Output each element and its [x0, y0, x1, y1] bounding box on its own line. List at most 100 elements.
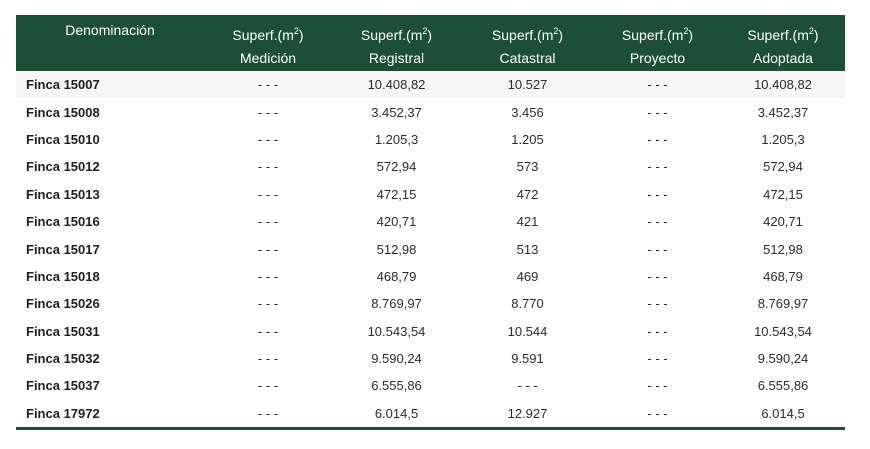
- header-superf-adoptada: Superf.(m2): [721, 15, 845, 44]
- cell-registral: 6.555,86: [371, 378, 422, 394]
- superf-label: Superf.(m: [621, 27, 684, 43]
- cell-name: Finca 15032: [26, 351, 100, 367]
- cell-adoptada: 472,15: [763, 186, 803, 202]
- cell-adoptada: 8.769,97: [757, 296, 809, 312]
- cell-name: Finca 15037: [26, 378, 100, 394]
- cell-catastral: 10.544: [507, 323, 548, 339]
- cell-medicion: - - -: [204, 71, 332, 99]
- cell-name: Finca 15007: [16, 71, 204, 99]
- cell-proyecto: - - -: [647, 351, 668, 367]
- header-superf-medicion: Superf.(m2): [204, 15, 332, 44]
- table-row: Finca 15008 - - - 3.452,37 3.456 - - - 3.452,…: [16, 98, 845, 125]
- cell-name: Finca 15008: [26, 104, 100, 120]
- table-row: Finca 15013 - - - 472,15 472 - - - 472,15: [16, 181, 845, 208]
- table-row: Finca 15007- - -10.408,82 10.527- - -10.4…: [16, 71, 845, 99]
- cell-catastral: 421: [516, 214, 539, 230]
- cell-name: Finca 15018: [26, 268, 100, 284]
- cell-adoptada: 9.590,24: [757, 351, 809, 367]
- cell-medicion: - - -: [257, 186, 279, 202]
- parcel-surface-table-container: Denominación Superf.(m2) Superf.(m2) Sup…: [16, 15, 845, 427]
- table-header: Denominación Superf.(m2) Superf.(m2) Sup…: [16, 15, 845, 71]
- cell-medicion: - - -: [257, 104, 279, 120]
- cell-registral: 10.408,82: [332, 71, 461, 99]
- cell-proyecto: - - -: [647, 296, 668, 312]
- superf-label: Superf.(m: [491, 27, 554, 43]
- table-row: Finca 15010 - - - 1.205,3 1.205 - - - 1.205,3: [16, 126, 845, 153]
- cell-registral: 6.014,5: [374, 405, 419, 421]
- cell-registral: 468,79: [376, 268, 417, 284]
- cell-catastral: 513: [516, 241, 539, 257]
- cell-name: Finca 15017: [26, 241, 100, 257]
- cell-catastral: 469: [516, 268, 539, 284]
- cell-registral: 472,15: [376, 186, 417, 202]
- table-bottom-rule: [16, 427, 845, 430]
- cell-proyecto: - - -: [647, 241, 668, 257]
- cell-adoptada: 420,71: [763, 214, 803, 230]
- cell-registral: 572,94: [376, 159, 417, 175]
- cell-medicion: - - -: [257, 323, 279, 339]
- cell-catastral: 573: [516, 159, 539, 175]
- cell-adoptada: 3.452,37: [757, 104, 809, 120]
- cell-proyecto: - - -: [647, 104, 668, 120]
- cell-name: Finca 15012: [26, 159, 100, 175]
- superf-exponent: 2: [422, 26, 428, 36]
- cell-name: Finca 15031: [26, 323, 100, 339]
- header-blank: [16, 44, 204, 71]
- cell-adoptada: 468,79: [763, 268, 803, 284]
- cell-registral: 512,98: [376, 241, 417, 257]
- header-superf-proyecto: Superf.(m2): [594, 15, 721, 44]
- cell-medicion: - - -: [257, 378, 279, 394]
- cell-registral: 3.452,37: [371, 104, 422, 120]
- table-body: Finca 15007- - -10.408,82 10.527- - -10.4…: [16, 71, 845, 427]
- cell-registral: 10.543,54: [367, 323, 426, 339]
- cell-catastral: 3.456: [511, 104, 544, 120]
- table-row: Finca 15037 - - - 6.555,86 - - - - - - 6.555,…: [16, 372, 845, 399]
- cell-medicion: - - -: [257, 405, 279, 421]
- cell-catastral: 472: [516, 186, 539, 202]
- superf-close: ): [558, 27, 564, 43]
- header-catastral: Catastral: [461, 44, 594, 71]
- cell-registral: 420,71: [376, 214, 417, 230]
- cell-medicion: - - -: [257, 268, 279, 284]
- cell-catastral: 10.527: [461, 71, 594, 99]
- table-row: Finca 15032 - - - 9.590,24 9.591 - - - 9.590,…: [16, 345, 845, 372]
- superf-exponent: 2: [683, 26, 689, 36]
- cell-name: Finca 15010: [26, 131, 100, 147]
- table-row: Finca 15012 - - - 572,94 573 - - - 572,94: [16, 153, 845, 180]
- cell-proyecto: - - -: [647, 159, 668, 175]
- table-row: Finca 15026 - - - 8.769,97 8.770 - - - 8.769,…: [16, 290, 845, 317]
- table-row: Finca 15016 - - - 420,71 421 - - - 420,71: [16, 208, 845, 235]
- cell-catastral: 12.927: [507, 405, 548, 421]
- cell-name: Finca 17972: [26, 405, 100, 421]
- header-registral: Registral: [332, 44, 461, 71]
- cell-registral: 9.590,24: [371, 351, 422, 367]
- cell-proyecto: - - -: [647, 131, 668, 147]
- cell-medicion: - - -: [257, 214, 279, 230]
- cell-medicion: - - -: [257, 241, 279, 257]
- header-medicion: Medición: [204, 44, 332, 71]
- cell-adoptada: 6.555,86: [757, 378, 809, 394]
- cell-catastral: 9.591: [511, 351, 544, 367]
- cell-adoptada: 6.014,5: [761, 405, 805, 421]
- table-row: Finca 15031 - - - 10.543,54 10.544 - - - 10.5…: [16, 318, 845, 345]
- cell-proyecto: - - -: [647, 405, 668, 421]
- header-row-bottom: Medición Registral Catastral Proyecto Ad…: [16, 44, 845, 71]
- header-denominacion: Denominación: [16, 15, 204, 44]
- cell-adoptada: 1.205,3: [761, 131, 805, 147]
- cell-adoptada: 10.543,54: [754, 323, 812, 339]
- cell-catastral: 8.770: [511, 296, 544, 312]
- cell-adoptada: 572,94: [763, 159, 803, 175]
- cell-registral: 1.205,3: [374, 131, 419, 147]
- header-adoptada: Adoptada: [721, 44, 845, 71]
- cell-proyecto: - - -: [647, 378, 668, 394]
- superf-exponent: 2: [553, 26, 559, 36]
- header-proyecto: Proyecto: [594, 44, 721, 71]
- cell-medicion: - - -: [257, 296, 279, 312]
- header-row-top: Denominación Superf.(m2) Superf.(m2) Sup…: [16, 15, 845, 44]
- superf-label: Superf.(m: [232, 27, 294, 43]
- cell-medicion: - - -: [257, 159, 279, 175]
- superf-exponent: 2: [293, 26, 299, 36]
- cell-proyecto: - - -: [647, 214, 668, 230]
- header-superf-registral: Superf.(m2): [332, 15, 461, 44]
- cell-proyecto: - - -: [594, 71, 721, 99]
